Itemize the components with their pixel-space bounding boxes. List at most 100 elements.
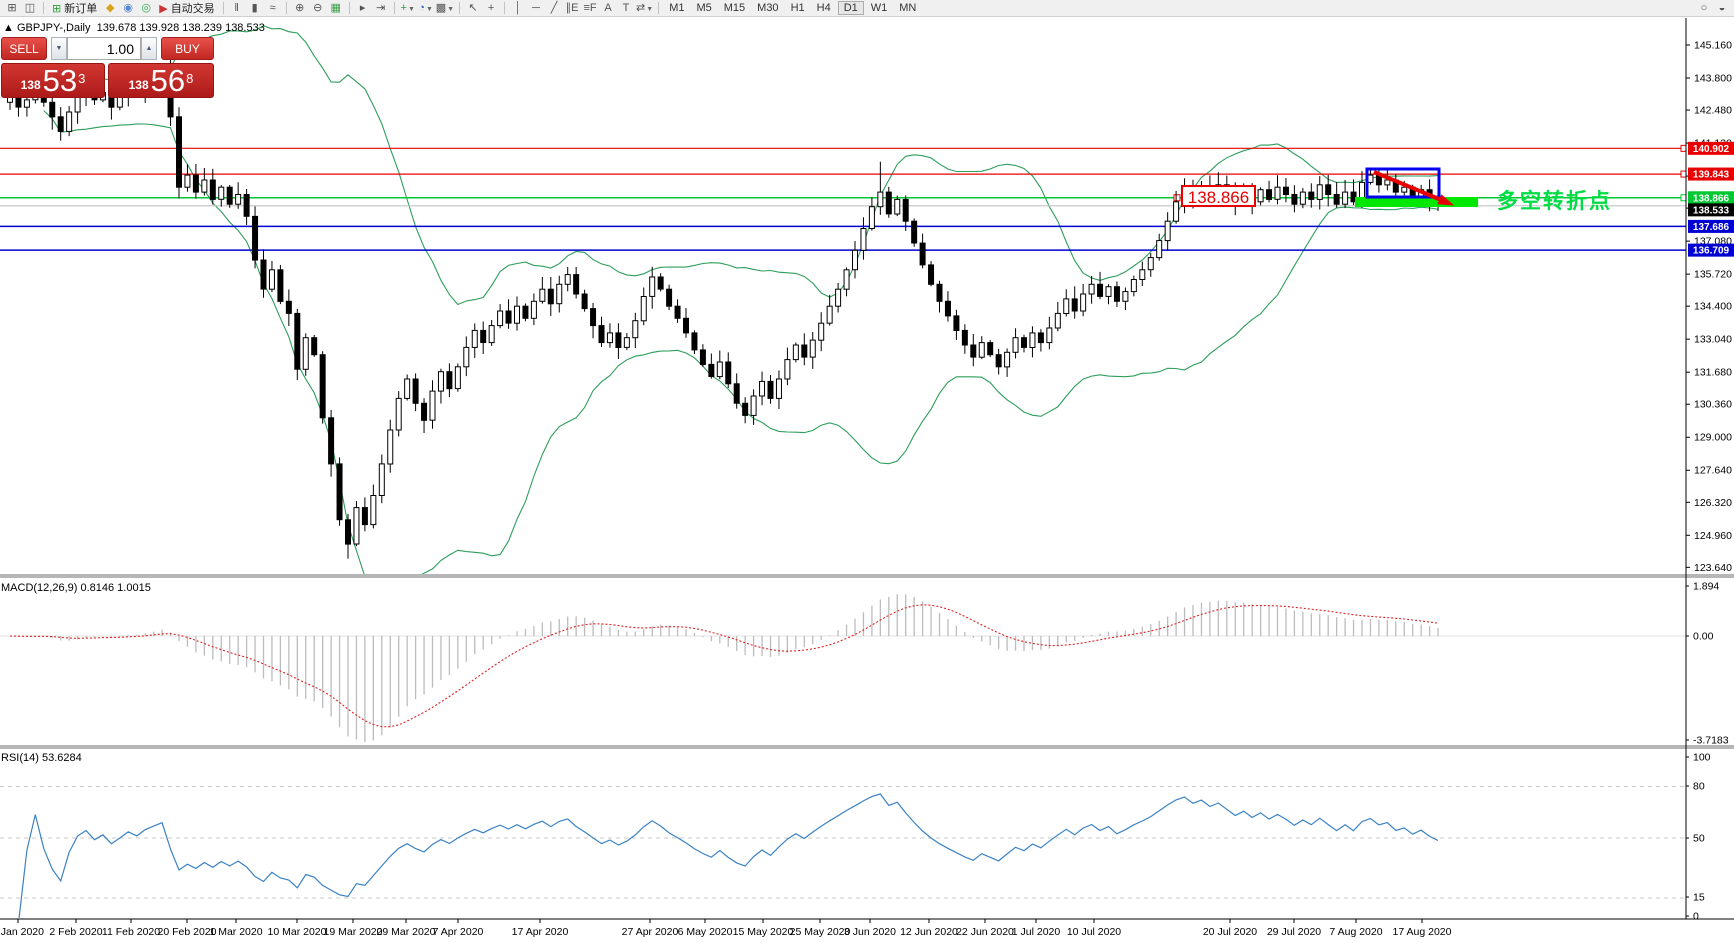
chevron-down-icon: ▼ (407, 5, 415, 13)
candle-body (1367, 174, 1374, 183)
chat-icon[interactable]: ◒ (1718, 1, 1726, 14)
sell-price-box[interactable]: 138 53 3 (1, 63, 105, 98)
volume-input[interactable] (67, 37, 141, 60)
timeframe-d1[interactable]: D1 (837, 1, 864, 15)
candle-body (370, 495, 377, 526)
date-tick-label: 25 May 2020 (790, 926, 851, 938)
price-tick-label: 127.640 (1694, 465, 1732, 477)
indicators-add-icon[interactable]: +▼ (400, 1, 416, 16)
signals-icon[interactable]: ◎ (138, 1, 154, 16)
indicator-list-icon[interactable]: ◆ (102, 1, 118, 16)
candle-body (1037, 332, 1044, 344)
price-tag (1688, 243, 1734, 257)
fibonacci-icon[interactable]: ≡F (582, 1, 598, 16)
crosshair-icon: + (487, 1, 495, 14)
candle-body (649, 276, 656, 297)
indicators-add-icon: + (400, 1, 407, 14)
timeframe-m15[interactable]: M15 (723, 2, 746, 14)
buy-price-box[interactable]: 138 56 8 (108, 63, 214, 98)
channel-icon[interactable]: ∥E (564, 1, 580, 16)
candle-body (683, 317, 689, 334)
candle-body (556, 283, 563, 305)
line-anchor (1680, 194, 1686, 202)
candle-body (835, 288, 842, 307)
candle-body (936, 283, 943, 302)
new-order-button[interactable]: ⊞ 新订单 (48, 1, 101, 16)
candle-body (826, 305, 833, 324)
chevron-down-icon: ▼ (426, 5, 433, 13)
date-tick-label: 6 May 2020 (678, 926, 733, 938)
auto-trading-button[interactable]: ▶ 自动交易 (155, 1, 218, 16)
candle-body (809, 339, 816, 358)
bar-chart-icon[interactable]: ‖ (229, 1, 245, 16)
timeframe-mn[interactable]: MN (899, 2, 917, 14)
consolidation-rectangle[interactable] (1365, 167, 1441, 199)
zoom-in-icon[interactable]: ⊕ (292, 1, 308, 16)
candlestick-chart-icon: ▮ (251, 1, 258, 14)
timeframe-w1[interactable]: W1 (870, 2, 888, 14)
timeframe-m1[interactable]: M1 (669, 2, 685, 14)
vertical-line-icon[interactable]: │ (510, 1, 526, 16)
sell-button[interactable]: SELL (1, 37, 47, 60)
candle-body (277, 269, 284, 302)
auto-trading-button-label: 自动交易 (170, 3, 215, 15)
date-tick-label: 10 Mar 2020 (268, 926, 327, 938)
candle-body (742, 402, 749, 416)
cursor-icon[interactable]: ↖ (465, 1, 481, 16)
candle-body (1282, 186, 1289, 195)
timeframe-h4[interactable]: H4 (816, 2, 831, 14)
text-label-icon[interactable]: T (618, 1, 634, 16)
candle-body (437, 371, 444, 392)
arrows-icon[interactable]: ⇄▼ (636, 1, 653, 16)
buy-price-sup: 8 (186, 71, 194, 86)
candle-body (209, 179, 216, 200)
trendline-icon: ╱ (550, 1, 558, 14)
candle-body (767, 380, 774, 399)
trendline-icon[interactable]: ╱ (546, 1, 562, 16)
green-support-bar[interactable] (1355, 197, 1478, 207)
candle-body (860, 228, 867, 251)
price-tag-label: 139.843 (1693, 170, 1730, 181)
timeframe-m5[interactable]: M5 (696, 2, 712, 14)
candle-body (606, 332, 613, 344)
horizontal-line-icon[interactable]: ─ (528, 1, 544, 16)
bollinger-lower-band (43, 110, 1439, 574)
chevron-down-icon: ▼ (646, 5, 654, 13)
tile-windows-icon[interactable]: ▦ (328, 1, 344, 16)
chart-shift-icon[interactable]: ⇥ (373, 1, 389, 16)
date-tick-label: 12 Jun 2020 (900, 926, 958, 938)
date-tick-label: 7 Apr 2020 (433, 926, 484, 938)
candle-body (328, 417, 335, 465)
buy-button[interactable]: BUY (161, 37, 214, 60)
mailbox-icon[interactable]: ◉ (120, 1, 136, 16)
new-chart-icon[interactable]: ⊞ (4, 1, 20, 16)
auto-scroll-icon[interactable]: ▸ (355, 1, 371, 16)
price-tag (1688, 203, 1734, 217)
date-tick-label: 7 Aug 2020 (1329, 926, 1382, 938)
periods-icon[interactable]: ◔▼ (418, 1, 434, 16)
rsi-line (18, 793, 1439, 918)
price-tag-label: 138.866 (1693, 193, 1730, 204)
timeframe-h1[interactable]: H1 (790, 2, 805, 14)
templates-icon[interactable]: ▩▼ (436, 1, 454, 16)
text-icon[interactable]: A (600, 1, 616, 16)
volume-decrease-button[interactable]: ▼ (51, 37, 67, 60)
candle-body (243, 194, 250, 217)
mailbox-icon: ◉ (123, 1, 134, 14)
crosshair-icon[interactable]: + (483, 1, 499, 16)
profiles-icon[interactable]: ◫ (22, 1, 38, 16)
zoom-out-icon[interactable]: ⊖ (310, 1, 326, 16)
line-chart-icon[interactable]: ≈ (265, 1, 281, 16)
date-tick-label: 22 Jun 2020 (956, 926, 1014, 938)
search-icon[interactable]: ○ (1700, 1, 1708, 14)
volume-increase-button[interactable]: ▲ (141, 37, 157, 60)
timeframe-m30[interactable]: M30 (757, 2, 779, 14)
price-tick-label: 131.680 (1694, 367, 1732, 379)
date-tick-label: 17 Aug 2020 (1393, 926, 1452, 938)
candle-body (1046, 327, 1053, 344)
candle-body (1316, 184, 1323, 200)
candlestick-chart-icon[interactable]: ▮ (247, 1, 263, 16)
candle-body (454, 366, 461, 390)
trend-arrow[interactable] (1373, 170, 1447, 204)
